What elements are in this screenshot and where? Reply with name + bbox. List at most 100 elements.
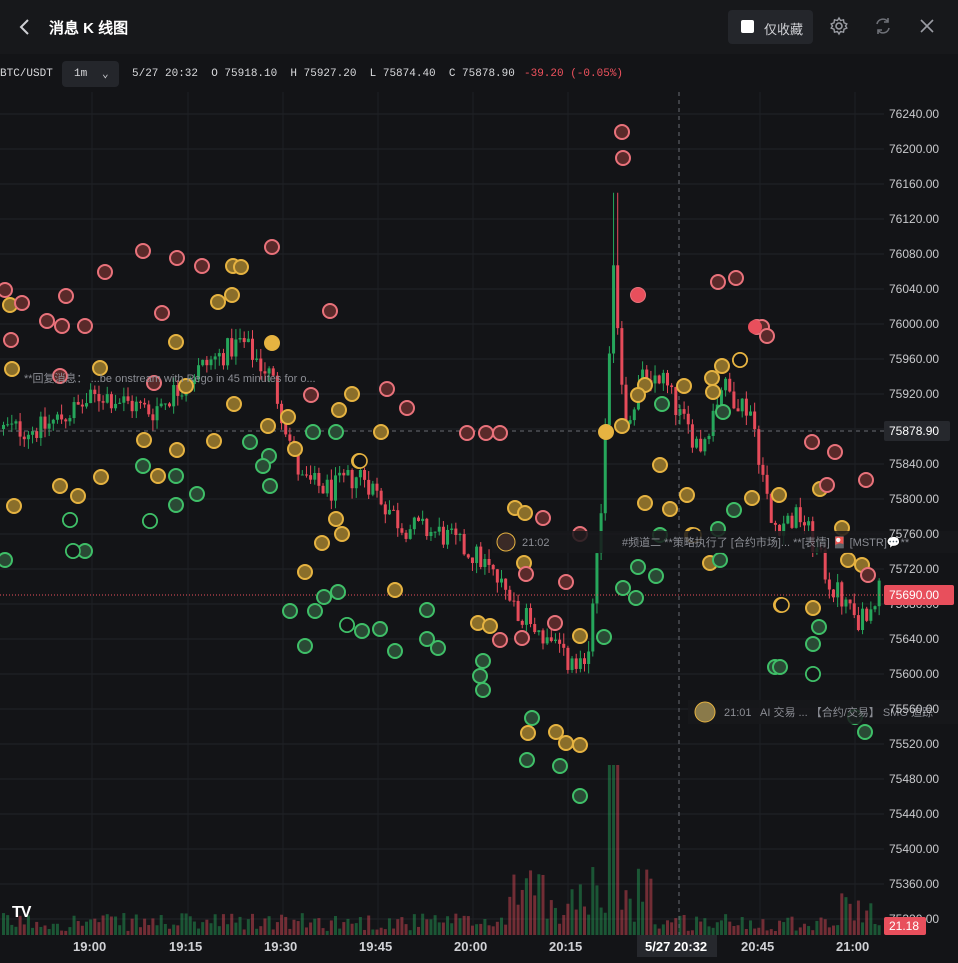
news-marker[interactable] [264, 239, 280, 255]
news-marker[interactable] [135, 243, 151, 259]
news-marker[interactable] [262, 478, 278, 494]
news-marker[interactable] [334, 526, 350, 542]
news-marker[interactable] [154, 305, 170, 321]
news-marker[interactable] [614, 124, 630, 140]
news-marker[interactable] [97, 264, 113, 280]
news-marker[interactable] [419, 602, 435, 618]
news-marker[interactable] [3, 332, 19, 348]
news-marker-hollow[interactable] [732, 352, 748, 368]
back-button[interactable] [14, 16, 36, 38]
news-marker[interactable] [303, 387, 319, 403]
news-marker[interactable] [260, 418, 276, 434]
news-marker[interactable] [136, 432, 152, 448]
news-marker[interactable] [524, 710, 540, 726]
news-marker[interactable] [322, 303, 338, 319]
news-marker[interactable] [535, 510, 551, 526]
close-button[interactable] [916, 16, 938, 38]
news-marker[interactable] [805, 600, 821, 616]
news-marker[interactable] [715, 404, 731, 420]
news-marker[interactable] [387, 582, 403, 598]
news-marker[interactable] [146, 375, 162, 391]
news-marker[interactable] [637, 495, 653, 511]
news-marker[interactable] [475, 682, 491, 698]
news-marker[interactable] [210, 294, 226, 310]
news-marker[interactable] [168, 497, 184, 513]
news-marker[interactable] [58, 288, 74, 304]
news-marker[interactable] [328, 511, 344, 527]
news-marker-solid[interactable] [599, 425, 613, 439]
news-marker[interactable] [857, 724, 873, 740]
news-marker[interactable] [168, 468, 184, 484]
news-marker[interactable] [419, 631, 435, 647]
news-marker[interactable] [552, 758, 568, 774]
news-marker[interactable] [759, 328, 775, 344]
news-marker[interactable] [297, 638, 313, 654]
news-marker[interactable] [572, 737, 588, 753]
news-marker[interactable] [399, 400, 415, 416]
news-marker[interactable] [194, 258, 210, 274]
news-marker[interactable] [519, 752, 535, 768]
interval-select[interactable]: 1m ⌄ [62, 61, 119, 87]
news-marker[interactable] [518, 566, 534, 582]
news-marker[interactable] [805, 636, 821, 652]
news-marker[interactable] [771, 487, 787, 503]
news-marker[interactable] [70, 488, 86, 504]
news-marker[interactable] [596, 629, 612, 645]
news-marker[interactable] [492, 425, 508, 441]
news-marker[interactable] [282, 603, 298, 619]
news-marker[interactable] [811, 619, 827, 635]
news-marker[interactable] [54, 318, 70, 334]
news-marker[interactable] [52, 368, 68, 384]
news-marker[interactable] [344, 386, 360, 402]
news-marker[interactable] [305, 424, 321, 440]
news-marker[interactable] [652, 457, 668, 473]
news-marker-hollow[interactable] [805, 666, 821, 682]
settings-button[interactable] [828, 16, 850, 38]
news-marker[interactable] [4, 361, 20, 377]
news-marker[interactable] [804, 434, 820, 450]
news-marker[interactable] [206, 433, 222, 449]
news-marker[interactable] [705, 384, 721, 400]
news-marker-hollow[interactable] [774, 597, 790, 613]
news-marker[interactable] [858, 472, 874, 488]
news-marker[interactable] [572, 628, 588, 644]
news-marker[interactable] [615, 580, 631, 596]
news-marker[interactable] [372, 621, 388, 637]
news-marker[interactable] [92, 360, 108, 376]
news-marker[interactable] [860, 567, 876, 583]
news-marker[interactable] [255, 458, 271, 474]
news-marker[interactable] [558, 735, 574, 751]
news-marker[interactable] [0, 282, 13, 298]
news-marker[interactable] [169, 250, 185, 266]
candlestick-chart[interactable]: **回复消息： ...be onstream with Rego in 45 m… [0, 92, 958, 963]
news-marker-hollow[interactable] [339, 617, 355, 633]
news-marker[interactable] [39, 313, 55, 329]
news-marker[interactable] [224, 287, 240, 303]
news-marker-solid[interactable] [265, 336, 279, 350]
news-marker[interactable] [714, 358, 730, 374]
news-marker[interactable] [572, 788, 588, 804]
news-marker[interactable] [331, 402, 347, 418]
news-marker[interactable] [328, 424, 344, 440]
news-marker-hollow[interactable] [142, 513, 158, 529]
news-marker[interactable] [297, 564, 313, 580]
news-marker[interactable] [430, 640, 446, 656]
news-marker[interactable] [482, 618, 498, 634]
news-marker[interactable] [654, 396, 670, 412]
news-marker[interactable] [168, 334, 184, 350]
news-marker[interactable] [514, 630, 530, 646]
news-marker[interactable] [354, 623, 370, 639]
news-marker[interactable] [630, 559, 646, 575]
news-marker[interactable] [459, 425, 475, 441]
news-marker-solid[interactable] [748, 320, 762, 334]
news-marker[interactable] [827, 444, 843, 460]
news-marker[interactable] [373, 424, 389, 440]
news-marker[interactable] [472, 668, 488, 684]
news-marker[interactable] [628, 590, 644, 606]
news-marker[interactable] [520, 725, 536, 741]
news-marker[interactable] [52, 478, 68, 494]
news-marker[interactable] [614, 418, 630, 434]
news-marker-solid[interactable] [631, 288, 645, 302]
news-marker[interactable] [242, 434, 258, 450]
news-marker[interactable] [819, 477, 835, 493]
